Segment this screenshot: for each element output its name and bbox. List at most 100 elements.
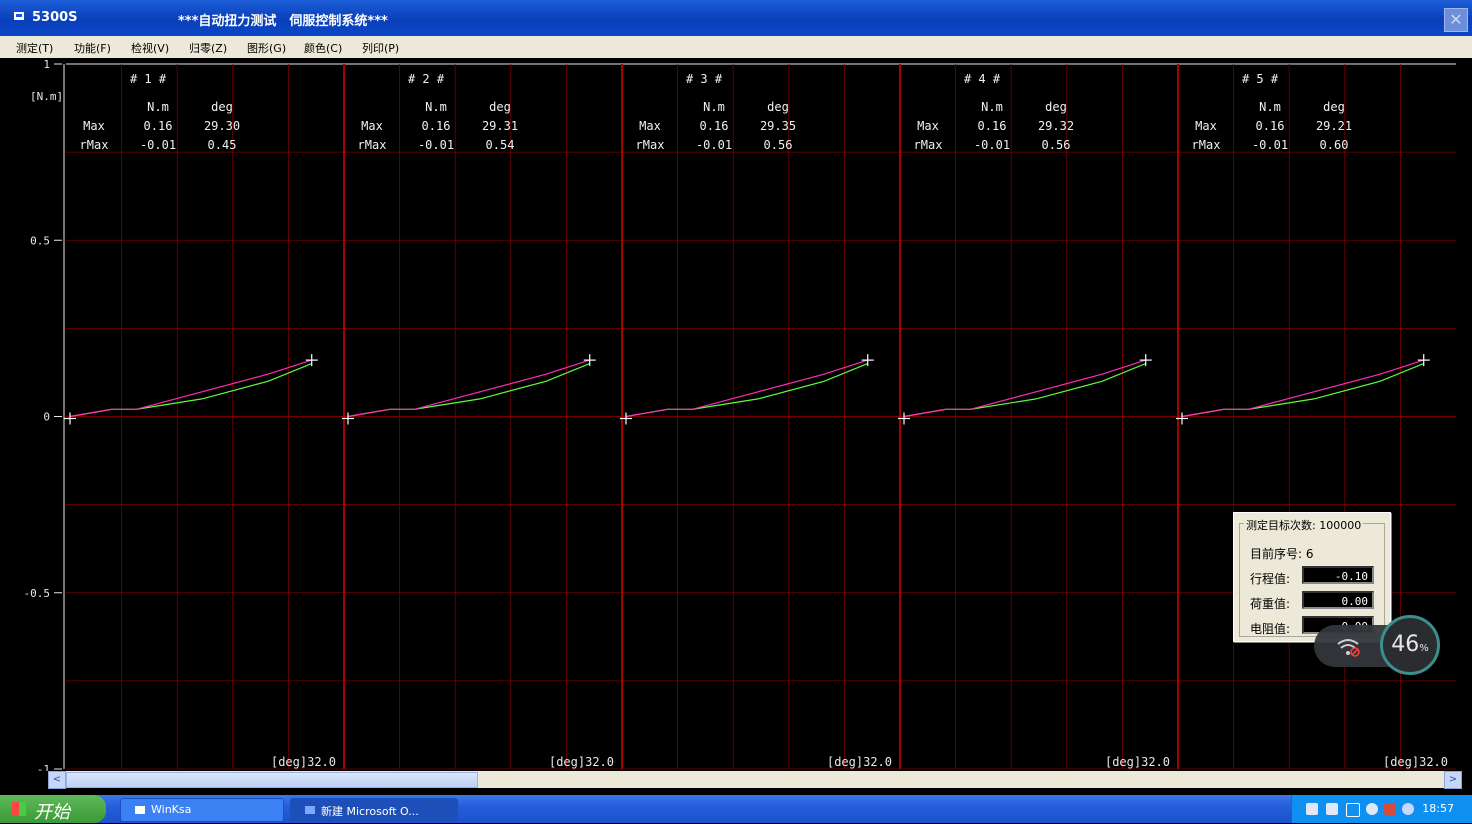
menu-zero[interactable]: 归零(Z) (189, 42, 228, 55)
col-unit-torque: N.m (1259, 100, 1281, 114)
wifi-off-icon (1337, 639, 1360, 657)
row-label-max: Max (361, 119, 383, 133)
x-axis-label: [deg]32.0 (1105, 755, 1170, 769)
row-label-rmax: rMax (636, 138, 665, 152)
menu-color[interactable]: 颜色(C) (304, 42, 343, 55)
taskbar: 开始 WinKsa 新建 Microsoft O... 18:57 (0, 795, 1472, 823)
row-label-max: Max (639, 119, 661, 133)
panel-label: # 4 # (964, 72, 1001, 86)
sequence-label: 目前序号: 6 (1250, 547, 1314, 561)
task-label: WinKsa (151, 803, 192, 816)
row-label-rmax: rMax (914, 138, 943, 152)
rmax-angle-value: 0.56 (764, 138, 793, 152)
menu-graph[interactable]: 图形(G) (247, 42, 287, 55)
x-axis-label: [deg]32.0 (1383, 755, 1448, 769)
max-torque-value: 0.16 (700, 119, 729, 133)
security-icon[interactable] (1384, 803, 1396, 815)
scroll-right-button[interactable]: > (1444, 771, 1462, 789)
y-tick-label: -0.5 (24, 587, 51, 600)
row-label-rmax: rMax (1192, 138, 1221, 152)
curve-series-a (903, 359, 1146, 418)
max-torque-value: 0.16 (978, 119, 1007, 133)
col-unit-angle: deg (1323, 100, 1345, 114)
battery-widget: 46% (1314, 615, 1442, 677)
row-label-max: Max (83, 119, 105, 133)
rmax-torque-value: -0.01 (974, 138, 1010, 152)
show-hidden-icon[interactable] (1366, 803, 1378, 815)
scroll-left-button[interactable]: < (48, 771, 66, 789)
y-tick-label: 0.5 (30, 234, 50, 247)
app-icon (14, 12, 24, 20)
battery-percent: 46 (1391, 632, 1420, 657)
menu-bar: 测定(T) 功能(F) 检视(V) 归零(Z) 图形(G) 颜色(C) 列印(P… (0, 36, 1472, 58)
rmax-torque-value: -0.01 (1252, 138, 1288, 152)
scroll-thumb[interactable] (66, 772, 478, 788)
torque-plot-area: 1 0.5 0 -0.5 -1 [N.m] # 1 # N.m deg Max 0.16 29.30 r… (8, 58, 1462, 771)
rmax-angle-value: 0.56 (1042, 138, 1071, 152)
max-angle-value: 29.30 (204, 119, 240, 133)
horizontal-scrollbar[interactable]: < > (48, 771, 1462, 789)
y-unit-label: [N.m] (30, 90, 63, 103)
col-unit-angle: deg (1045, 100, 1067, 114)
max-angle-value: 29.31 (482, 119, 518, 133)
rmax-angle-value: 0.45 (208, 138, 237, 152)
task-winksa[interactable]: WinKsa (120, 798, 284, 822)
keyboard-icon[interactable] (1306, 803, 1318, 815)
curve-series-a (625, 359, 868, 418)
row-label-max: Max (917, 119, 939, 133)
curve-series-a (347, 359, 590, 418)
torque-plot-svg: 1 0.5 0 -0.5 -1 [N.m] # 1 # N.m deg Max 0.16 29.30 r… (24, 58, 1456, 771)
system-tray: 18:57 (1291, 795, 1472, 823)
target-count-label: 测定目标次数: 100000 (1244, 517, 1364, 533)
stroke-value: -0.10 (1302, 566, 1374, 584)
curve-series-a (69, 359, 312, 418)
rmax-torque-value: -0.01 (696, 138, 732, 152)
measurement-panel: 测定目标次数: 100000 目前序号: 6 行程值: -0.10 荷重值: 0… (1233, 512, 1391, 642)
max-angle-value: 29.21 (1316, 119, 1352, 133)
panel-label: # 2 # (408, 72, 445, 86)
battery-unit: % (1419, 643, 1429, 654)
rmax-torque-value: -0.01 (140, 138, 176, 152)
task-word[interactable]: 新建 Microsoft O... (290, 798, 458, 822)
shield-icon[interactable] (1402, 803, 1414, 815)
x-axis-label: [deg]32.0 (271, 755, 336, 769)
max-torque-value: 0.16 (144, 119, 173, 133)
panel-label: # 1 # (130, 72, 167, 86)
col-unit-angle: deg (211, 100, 233, 114)
window-title: 5300S (32, 10, 78, 25)
max-torque-value: 0.16 (422, 119, 451, 133)
start-button[interactable]: 开始 (0, 795, 106, 823)
panel-label: # 3 # (686, 72, 723, 86)
close-button[interactable]: ✕ (1444, 8, 1468, 32)
help-icon[interactable] (1326, 803, 1338, 815)
y-tick-label: 1 (43, 58, 50, 71)
network-icon[interactable] (1346, 803, 1360, 817)
rmax-torque-value: -0.01 (418, 138, 454, 152)
row-label-rmax: rMax (80, 138, 109, 152)
max-angle-value: 29.35 (760, 119, 796, 133)
menu-print[interactable]: 列印(P) (362, 42, 400, 55)
menu-view[interactable]: 检视(V) (131, 42, 170, 55)
window-caption: ***自动扭力测试 伺服控制系统*** (178, 14, 388, 29)
battery-percent-ring: 46% (1380, 615, 1440, 675)
task-label: 新建 Microsoft O... (321, 805, 419, 818)
resistance-label: 电阻值: (1250, 622, 1291, 636)
col-unit-torque: N.m (981, 100, 1003, 114)
col-unit-angle: deg (767, 100, 789, 114)
y-tick-label: 0 (43, 411, 50, 424)
load-label: 荷重值: (1250, 597, 1291, 611)
rmax-angle-value: 0.54 (486, 138, 515, 152)
y-tick-label: -1 (37, 763, 50, 771)
row-label-max: Max (1195, 119, 1217, 133)
col-unit-torque: N.m (425, 100, 447, 114)
x-axis-label: [deg]32.0 (549, 755, 614, 769)
col-unit-torque: N.m (703, 100, 725, 114)
menu-measure[interactable]: 测定(T) (16, 42, 54, 55)
stroke-label: 行程值: (1250, 572, 1291, 586)
word-icon (305, 806, 315, 814)
col-unit-angle: deg (489, 100, 511, 114)
panel-label: # 5 # (1242, 72, 1279, 86)
load-value: 0.00 (1302, 591, 1374, 609)
windows-logo-icon (12, 802, 26, 816)
menu-function[interactable]: 功能(F) (74, 42, 111, 55)
